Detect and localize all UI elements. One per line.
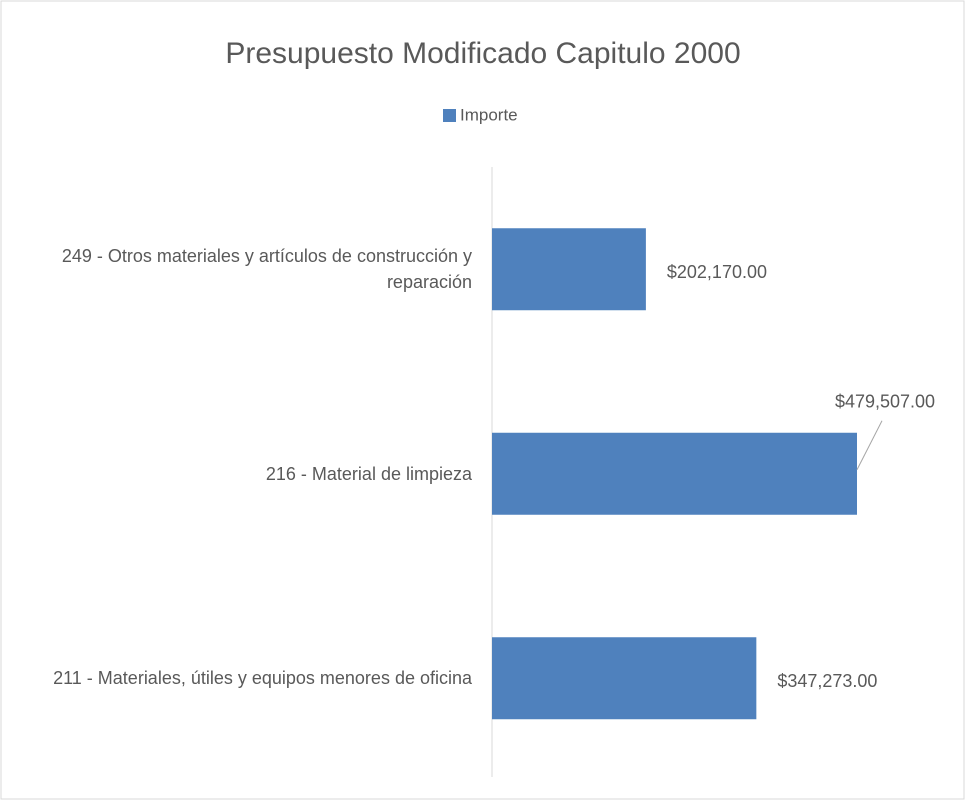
leader-line	[856, 420, 883, 470]
data-label: $479,507.00	[835, 392, 935, 412]
y-tick-label: 211 - Materiales, útiles y equipos menor…	[53, 668, 472, 689]
legend-swatch	[443, 109, 456, 122]
bar	[492, 637, 757, 720]
y-tick-label: 216 - Material de limpieza	[265, 463, 472, 484]
data-label: $347,273.00	[777, 671, 877, 691]
legend-label: Importe	[460, 105, 518, 124]
bar	[492, 432, 857, 515]
bar	[492, 228, 646, 311]
chart-title: Presupuesto Modificado Capitulo 2000	[225, 37, 740, 70]
data-label: $202,170.00	[667, 262, 767, 282]
y-tick-label: 249 - Otros materiales y artículos de co…	[61, 246, 472, 293]
